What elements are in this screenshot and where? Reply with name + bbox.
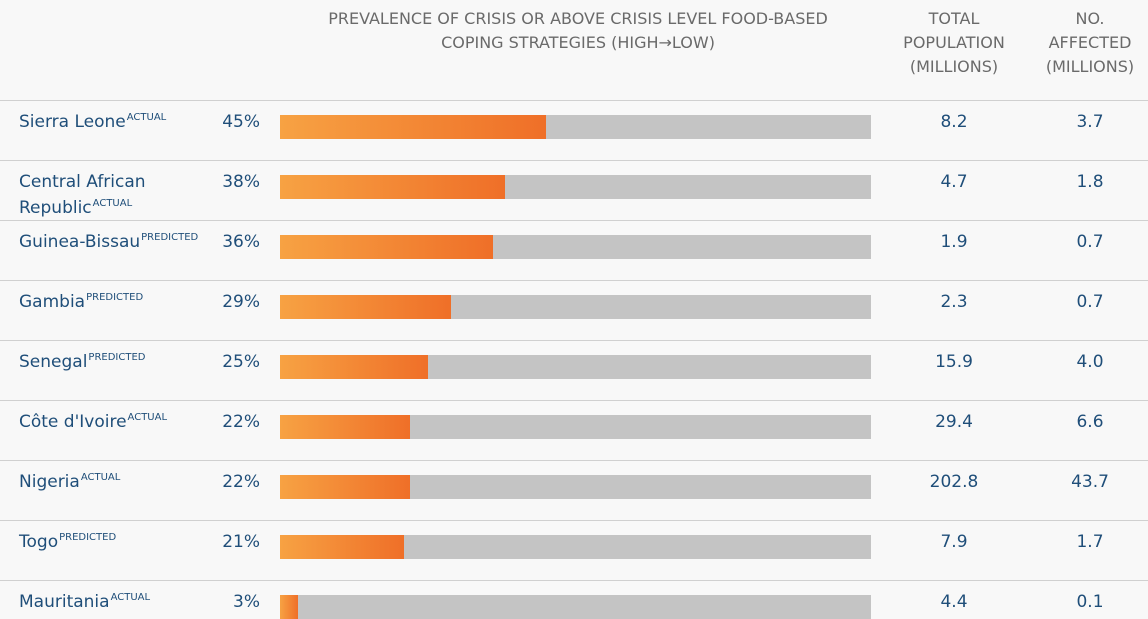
prevalence-data-label: 29% <box>222 292 260 312</box>
table-row: SenegalPREDICTED 25% 15.9 4.0 <box>0 340 1148 400</box>
prevalence-data-label: 21% <box>222 532 260 552</box>
table-row: Central African RepublicACTUAL 38% 4.7 1.8 <box>0 160 1148 220</box>
total-population-value: 4.4 <box>940 592 968 612</box>
bar-track <box>280 595 871 619</box>
table-row: Guinea-BissauPREDICTED 36% 1.9 0.7 <box>0 220 1148 280</box>
country-name: Sierra Leone <box>19 112 126 132</box>
status-tag: ACTUAL <box>127 412 168 423</box>
total-population-value: 29.4 <box>935 412 973 432</box>
affected-value: 3.7 <box>1076 112 1104 132</box>
bar-track <box>280 115 871 139</box>
status-tag: ACTUAL <box>80 472 121 483</box>
status-tag: PREDICTED <box>141 232 199 243</box>
country-label: NigeriaACTUAL <box>19 469 209 498</box>
country-name: Nigeria <box>19 472 80 492</box>
country-name: Togo <box>19 532 59 552</box>
prevalence-data-label: 38% <box>222 172 260 192</box>
country-label: SenegalPREDICTED <box>19 349 209 378</box>
table-row: Sierra LeoneACTUAL 45% 8.2 3.7 <box>0 100 1148 160</box>
total-population-value: 202.8 <box>929 472 979 492</box>
country-label: GambiaPREDICTED <box>19 289 209 318</box>
total-population-value: 15.9 <box>935 352 973 372</box>
total-population-value: 2.3 <box>940 292 968 312</box>
prevalence-bar <box>280 175 505 199</box>
total-population-value: 4.7 <box>940 172 968 192</box>
bar-track <box>280 235 871 259</box>
affected-value: 0.7 <box>1076 292 1104 312</box>
country-name: Côte d'Ivoire <box>19 412 127 432</box>
affected-value: 6.6 <box>1076 412 1104 432</box>
prevalence-bar <box>280 475 411 499</box>
affected-column-header: NO. AFFECTED (MILLIONS) <box>1045 9 1135 76</box>
total-population-value: 7.9 <box>940 532 968 552</box>
prevalence-bar <box>280 355 428 379</box>
table-header: PREVALENCE OF CRISIS OR ABOVE CRISIS LEV… <box>0 0 1148 100</box>
affected-value: 0.1 <box>1076 592 1104 612</box>
status-tag: PREDICTED <box>86 292 144 303</box>
prevalence-column-header: PREVALENCE OF CRISIS OR ABOVE CRISIS LEV… <box>328 9 828 52</box>
status-tag: ACTUAL <box>126 112 167 123</box>
prevalence-data-label: 45% <box>222 112 260 132</box>
affected-value: 1.7 <box>1076 532 1104 552</box>
bar-track <box>280 355 871 379</box>
affected-value: 1.8 <box>1076 172 1104 192</box>
prevalence-bar <box>280 295 452 319</box>
country-label: Côte d'IvoireACTUAL <box>19 409 209 438</box>
country-label: MauritaniaACTUAL <box>19 589 209 618</box>
bar-track <box>280 175 871 199</box>
status-tag: ACTUAL <box>110 592 151 603</box>
country-name: Senegal <box>19 352 88 372</box>
affected-value: 0.7 <box>1076 232 1104 252</box>
status-tag: PREDICTED <box>59 532 117 543</box>
bar-track <box>280 475 871 499</box>
prevalence-data-label: 22% <box>222 412 260 432</box>
prevalence-bar <box>280 415 411 439</box>
country-name: Guinea-Bissau <box>19 232 141 252</box>
country-name: Central African Republic <box>19 172 146 218</box>
table-row: Côte d'IvoireACTUAL 22% 29.4 6.6 <box>0 400 1148 460</box>
prevalence-data-label: 22% <box>222 472 260 492</box>
prevalence-bar <box>280 115 546 139</box>
bar-track <box>280 535 871 559</box>
country-label: Central African RepublicACTUAL <box>19 169 209 224</box>
country-name: Gambia <box>19 292 86 312</box>
country-name: Mauritania <box>19 592 110 612</box>
bar-track <box>280 415 871 439</box>
table-row: NigeriaACTUAL 22% 202.8 43.7 <box>0 460 1148 520</box>
total-population-value: 8.2 <box>940 112 968 132</box>
total-population-column-header: TOTAL POPULATION (MILLIONS) <box>903 9 1005 76</box>
bar-track <box>280 295 871 319</box>
total-population-value: 1.9 <box>940 232 968 252</box>
country-label: Sierra LeoneACTUAL <box>19 109 209 138</box>
table-row: TogoPREDICTED 21% 7.9 1.7 <box>0 520 1148 580</box>
prevalence-bar <box>280 595 298 619</box>
affected-value: 43.7 <box>1071 472 1109 492</box>
prevalence-data-label: 25% <box>222 352 260 372</box>
country-label: TogoPREDICTED <box>19 529 209 558</box>
prevalence-data-label: 3% <box>233 592 260 612</box>
status-tag: ACTUAL <box>92 198 133 209</box>
status-tag: PREDICTED <box>88 352 146 363</box>
prevalence-data-label: 36% <box>222 232 260 252</box>
chart-rows: Sierra LeoneACTUAL 45% 8.2 3.7 Central Afric… <box>0 100 1148 619</box>
affected-value: 4.0 <box>1076 352 1104 372</box>
table-row: MauritaniaACTUAL 3% 4.4 0.1 <box>0 580 1148 619</box>
table-row: GambiaPREDICTED 29% 2.3 0.7 <box>0 280 1148 340</box>
prevalence-bar <box>280 235 493 259</box>
country-label: Guinea-BissauPREDICTED <box>19 229 209 258</box>
prevalence-bar <box>280 535 405 559</box>
